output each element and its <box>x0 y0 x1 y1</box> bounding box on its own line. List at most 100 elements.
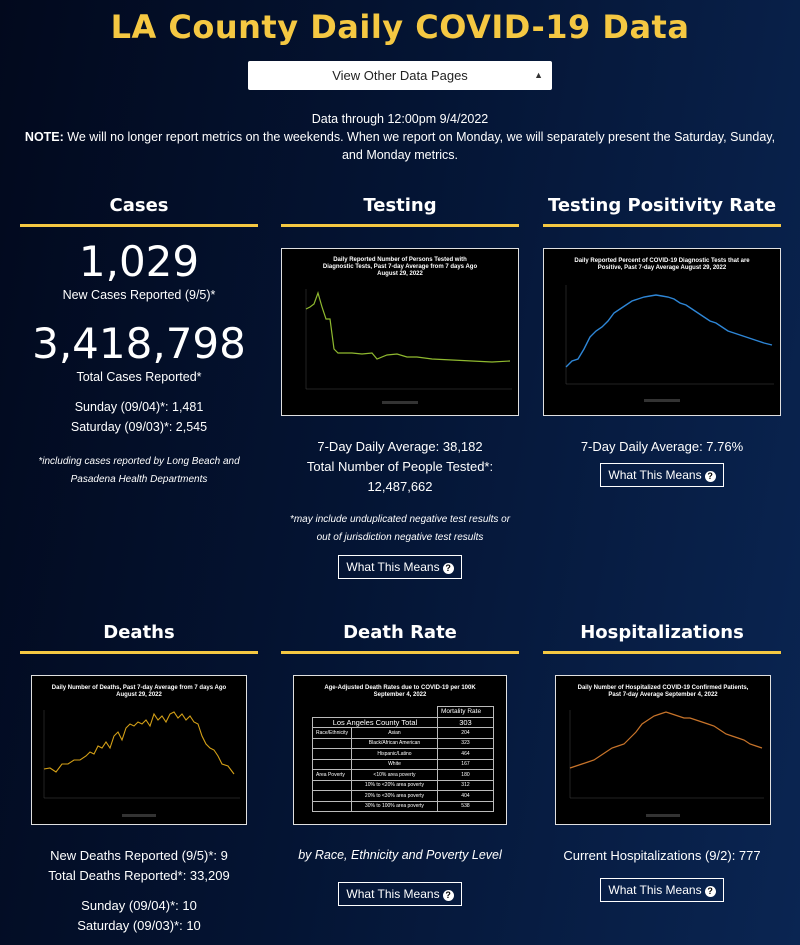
death-rate-cell-group <box>312 790 352 802</box>
deaths-section: Deaths <box>20 622 258 654</box>
dropdown-label: View Other Data Pages <box>332 68 468 83</box>
positivity-avg: 7-Day Daily Average: 7.76% <box>580 439 744 454</box>
hosp-title: Hospitalizations <box>543 622 781 654</box>
testing-chart-title: Daily Reported Number of Persons Tested … <box>322 257 478 277</box>
county-total-value: 303 <box>436 716 494 728</box>
hosp-section: Hospitalizations <box>543 622 781 654</box>
death-rate-cell-value: 167 <box>436 758 494 770</box>
update-note: Data through 12:00pm 9/4/2022 NOTE: We w… <box>20 110 780 164</box>
death-rate-row: Hispanic/Latino 464 <box>312 748 494 760</box>
death-rate-chart: Age-Adjusted Death Rates due to COVID-19… <box>293 675 507 825</box>
testing-title: Testing <box>281 195 519 227</box>
death-rate-cell-group <box>312 758 352 770</box>
death-rate-row: 10% to <20% area poverty 312 <box>312 779 494 791</box>
hosp-series-line <box>569 711 763 769</box>
question-icon: ? <box>442 890 454 901</box>
button-label: What This Means <box>608 468 702 482</box>
question-icon: ? <box>704 471 716 482</box>
note-text: We will no longer report metrics on the … <box>67 130 776 162</box>
total-cases-label: Total Cases Reported* <box>76 370 202 384</box>
deaths-stats: New Deaths Reported (9/5)*: 9 Total Deat… <box>20 846 258 936</box>
button-label: What This Means <box>346 560 440 574</box>
new-cases-label: New Cases Reported (9/5)* <box>62 288 216 302</box>
question-icon: ? <box>704 886 716 897</box>
data-through-text: Data through 12:00pm 9/4/2022 <box>311 112 489 126</box>
death-rate-cell-value: 323 <box>436 737 494 749</box>
mortality-header: Mortality Rate <box>436 706 494 718</box>
deaths-total: Total Deaths Reported*: 33,209 <box>48 868 230 883</box>
death-rate-cell-value: 464 <box>436 748 494 760</box>
death-rate-cell-value: 204 <box>436 727 494 739</box>
page-title: LA County Daily COVID-19 Data <box>110 8 690 46</box>
death-rate-cell-label: <10% area poverty <box>350 769 438 781</box>
death-rate-cell-group: Race/Ethnicity <box>312 727 352 739</box>
death-rate-cell-group <box>312 800 352 812</box>
other-data-pages-dropdown[interactable]: View Other Data Pages ▲ <box>248 61 552 90</box>
death-rate-cell-value: 404 <box>436 790 494 802</box>
testing-chart-svg <box>305 289 512 404</box>
hosp-chart: Daily Number of Hospitalized COVID-19 Co… <box>555 675 771 825</box>
deaths-series-line <box>43 711 235 775</box>
death-rate-cell-label: Black/African American <box>350 737 438 749</box>
death-rate-table: Mortality Rate Los Angeles County Total 3… <box>312 706 494 812</box>
deaths-saturday: Saturday (09/03)*: 10 <box>77 918 201 933</box>
positivity-section: Testing Positivity Rate <box>543 195 781 227</box>
death-rate-cell-label: 30% to 100% area poverty <box>350 800 438 812</box>
death-rate-row: White 167 <box>312 758 494 770</box>
cases-title: Cases <box>20 195 258 227</box>
hosp-what-this-means-button[interactable]: What This Means? <box>600 878 724 902</box>
positivity-title: Testing Positivity Rate <box>543 195 781 227</box>
positivity-legend <box>644 399 680 402</box>
testing-series-line <box>305 291 511 363</box>
death-rate-chart-title: Age-Adjusted Death Rates due to COVID-19… <box>324 685 476 698</box>
death-rate-cell-group <box>312 779 352 791</box>
county-total-label: Los Angeles County Total <box>312 716 438 728</box>
death-rate-cell-label: White <box>350 758 438 770</box>
death-rate-cell-label: Asian <box>350 727 438 739</box>
hosp-chart-title: Daily Number of Hospitalized COVID-19 Co… <box>577 685 749 698</box>
death-rate-title: Death Rate <box>281 622 519 654</box>
positivity-stats: 7-Day Daily Average: 7.76% What This Mea… <box>543 437 781 487</box>
new-cases-value: 1,029 <box>78 237 200 286</box>
cases-section: Cases 1,029 New Cases Reported (9/5)* 3,… <box>20 195 258 489</box>
death-rate-cell-value: 538 <box>436 800 494 812</box>
death-rate-cell-value: 180 <box>436 769 494 781</box>
death-rate-cell-group <box>312 737 352 749</box>
hosp-chart-svg <box>569 710 764 817</box>
saturday-cases: Saturday (09/03)*: 2,545 <box>70 420 208 434</box>
testing-stats: 7-Day Daily Average: 38,182 Total Number… <box>281 437 519 579</box>
deaths-sunday: Sunday (09/04)*: 10 <box>81 898 197 913</box>
hosp-current: Current Hospitalizations (9/2): 777 <box>563 848 761 863</box>
death-rate-row: Race/Ethnicity Asian 204 <box>312 727 494 739</box>
button-label: What This Means <box>346 887 440 901</box>
deaths-chart-svg <box>43 710 240 817</box>
testing-total-label: Total Number of People Tested*: <box>306 459 494 474</box>
cases-footnote: *including cases reported by Long Beach … <box>38 456 240 485</box>
positivity-chart: Daily Reported Percent of COVID-19 Diagn… <box>543 248 781 416</box>
testing-what-this-means-button[interactable]: What This Means? <box>338 555 462 579</box>
deaths-legend <box>122 814 156 817</box>
testing-chart: Daily Reported Number of Persons Tested … <box>281 248 519 416</box>
death-rate-what-this-means-button[interactable]: What This Means? <box>338 882 462 906</box>
death-rate-cell-group <box>312 748 352 760</box>
testing-footnote: *may include unduplicated negative test … <box>289 514 511 543</box>
positivity-chart-svg <box>565 285 774 402</box>
deaths-chart: Daily Number of Deaths, Past 7-day Avera… <box>31 675 247 825</box>
death-rate-row: Black/African American 323 <box>312 737 494 749</box>
button-label: What This Means <box>608 883 702 897</box>
death-rate-section: Death Rate <box>281 622 519 654</box>
positivity-series-line <box>565 294 773 368</box>
note-label: NOTE: <box>24 130 64 144</box>
testing-legend <box>382 401 418 404</box>
death-rate-row: Area Poverty <10% area poverty 180 <box>312 769 494 781</box>
death-rate-cell-label: Hispanic/Latino <box>350 748 438 760</box>
testing-total-value: 12,487,662 <box>367 479 433 494</box>
death-rate-stats: by Race, Ethnicity and Poverty Level Wha… <box>281 846 519 906</box>
death-rate-table-wrap: Mortality Rate Los Angeles County Total 3… <box>312 706 494 812</box>
sunday-cases: Sunday (09/04)*: 1,481 <box>74 400 204 414</box>
death-rate-caption: by Race, Ethnicity and Poverty Level <box>298 848 502 862</box>
positivity-what-this-means-button[interactable]: What This Means? <box>600 463 724 487</box>
death-rate-row: 20% to <30% area poverty 404 <box>312 790 494 802</box>
death-rate-cell-value: 312 <box>436 779 494 791</box>
question-icon: ? <box>442 563 454 574</box>
